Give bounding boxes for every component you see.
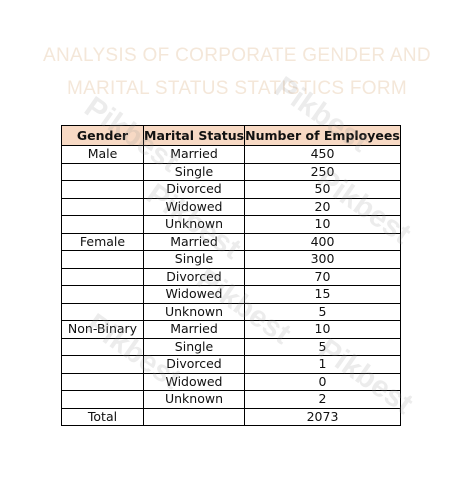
count-cell: 0 — [244, 372, 401, 391]
count-cell: 10 — [244, 215, 401, 234]
title-line-1: ANALYSIS OF CORPORATE GENDER AND — [43, 45, 431, 66]
gender-cell — [61, 267, 144, 286]
count-cell: 1 — [244, 355, 401, 374]
status-cell: Widowed — [143, 197, 245, 216]
status-cell: Unknown — [143, 215, 245, 234]
gender-cell: Male — [61, 145, 144, 164]
table-row: Single 300 — [61, 250, 401, 269]
count-cell: 5 — [244, 337, 401, 356]
header-number-of-employees: Number of Employees — [244, 125, 401, 146]
status-cell: Married — [143, 320, 245, 339]
table-row: Divorced 50 — [61, 180, 401, 199]
count-cell: 50 — [244, 180, 401, 199]
table-row: Divorced 1 — [61, 355, 401, 374]
gender-cell — [61, 180, 144, 199]
count-cell: 450 — [244, 145, 401, 164]
count-cell: 70 — [244, 267, 401, 286]
status-cell: Divorced — [143, 180, 245, 199]
count-cell: 300 — [244, 250, 401, 269]
count-cell: 10 — [244, 320, 401, 339]
count-cell: 400 — [244, 232, 401, 251]
gender-cell — [61, 285, 144, 304]
table-row: Unknown 5 — [61, 302, 401, 321]
status-cell: Unknown — [143, 302, 245, 321]
table-row: Male Married 450 — [61, 145, 401, 164]
gender-cell — [61, 355, 144, 374]
table-row: Female Married 400 — [61, 232, 401, 251]
gender-cell — [61, 302, 144, 321]
table-row: Divorced 70 — [61, 267, 401, 286]
gender-cell — [61, 390, 144, 409]
gender-cell — [61, 162, 144, 181]
count-cell: 2 — [244, 390, 401, 409]
table-row: Widowed 20 — [61, 197, 401, 216]
table-row: Widowed 0 — [61, 372, 401, 391]
gender-cell: Female — [61, 232, 144, 251]
status-cell: Single — [143, 337, 245, 356]
table-row: Unknown 10 — [61, 215, 401, 234]
table-row: Unknown 2 — [61, 390, 401, 409]
table-row: Widowed 15 — [61, 285, 401, 304]
statistics-table: Gender Marital Status Number of Employee… — [61, 125, 401, 426]
header-row: Gender Marital Status Number of Employee… — [61, 125, 401, 146]
status-cell: Widowed — [143, 372, 245, 391]
status-cell: Widowed — [143, 285, 245, 304]
status-cell: Divorced — [143, 267, 245, 286]
status-cell: Single — [143, 250, 245, 269]
status-cell: Married — [143, 145, 245, 164]
header-gender: Gender — [61, 125, 144, 146]
count-cell: 20 — [244, 197, 401, 216]
status-cell: Unknown — [143, 390, 245, 409]
status-cell: Single — [143, 162, 245, 181]
gender-cell — [61, 372, 144, 391]
total-row: Total 2073 — [61, 407, 401, 426]
title-line-2: MARITAL STATUS STATISTICS FORM — [66, 78, 408, 99]
status-cell: Married — [143, 232, 245, 251]
gender-cell — [61, 215, 144, 234]
table-row: Non-Binary Married 10 — [61, 320, 401, 339]
status-cell: Divorced — [143, 355, 245, 374]
total-label-cell: Total — [61, 407, 144, 426]
gender-cell — [61, 337, 144, 356]
count-cell: 15 — [244, 285, 401, 304]
gender-cell — [61, 197, 144, 216]
table-row: Single 5 — [61, 337, 401, 356]
table-row: Single 250 — [61, 162, 401, 181]
gender-cell — [61, 250, 144, 269]
total-count-cell: 2073 — [244, 407, 401, 426]
gender-cell: Non-Binary — [61, 320, 144, 339]
header-marital-status: Marital Status — [143, 125, 245, 146]
total-status-cell — [143, 407, 245, 426]
count-cell: 5 — [244, 302, 401, 321]
count-cell: 250 — [244, 162, 401, 181]
